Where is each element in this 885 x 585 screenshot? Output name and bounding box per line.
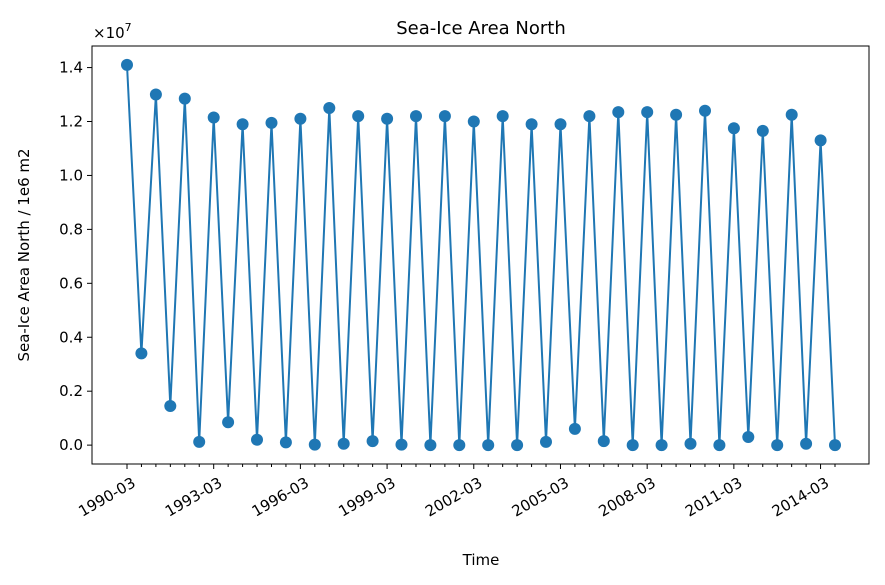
data-point	[265, 116, 278, 129]
data-point	[511, 439, 524, 452]
data-point	[482, 439, 495, 452]
x-tick-label: 2014-03	[769, 474, 832, 521]
x-axis-ticks: 1990-03 1993-03 1996-03 1999-03 2002-03 2005-…	[75, 464, 836, 521]
y-tick-label: 0.2	[59, 382, 83, 400]
x-tick-label: 2011-03	[682, 474, 745, 521]
data-point	[121, 58, 133, 71]
y-multiplier: ×107	[93, 21, 132, 42]
series-line	[126, 64, 836, 446]
x-axis-label: Time	[462, 551, 500, 569]
data-point	[727, 122, 740, 135]
data-point	[323, 102, 336, 114]
data-point	[756, 124, 769, 137]
y-multiplier-base: ×10	[93, 24, 125, 42]
data-point	[207, 111, 220, 124]
data-point	[626, 439, 639, 452]
data-point	[713, 439, 726, 452]
data-point	[597, 435, 610, 448]
data-point	[525, 118, 538, 131]
data-point	[583, 110, 596, 123]
data-points	[121, 58, 841, 452]
data-point	[699, 104, 711, 117]
y-tick-label: 0.0	[59, 436, 83, 454]
x-tick-label: 1999-03	[335, 474, 398, 521]
data-point	[381, 112, 394, 125]
data-point	[149, 88, 162, 101]
data-point	[366, 435, 379, 448]
data-point	[684, 437, 697, 450]
data-point	[178, 92, 191, 105]
x-tick-label: 2002-03	[422, 474, 485, 521]
data-point	[771, 439, 784, 452]
x-tick-label: 2008-03	[595, 474, 658, 521]
data-point	[568, 422, 581, 435]
data-point	[641, 106, 654, 119]
y-tick-label: 1.0	[59, 166, 83, 184]
data-point	[655, 439, 668, 452]
data-point	[670, 108, 683, 121]
x-tick-label: 2005-03	[509, 474, 572, 521]
x-tick-label: 1996-03	[249, 474, 312, 521]
data-point	[829, 439, 841, 452]
data-point	[612, 106, 625, 119]
y-tick-label: 0.8	[59, 220, 83, 238]
data-point	[814, 134, 827, 147]
y-tick-label: 0.6	[59, 274, 83, 292]
x-tick-label: 1993-03	[162, 474, 225, 521]
data-point	[453, 439, 466, 452]
data-point	[395, 438, 408, 451]
y-tick-label: 1.4	[59, 59, 83, 77]
x-tick-label: 1990-03	[75, 474, 138, 521]
plot-frame	[91, 45, 870, 465]
y-axis-ticks: 0.0 0.2 0.4 0.6 0.8 1.0 1.2 1.4	[59, 59, 92, 454]
data-point	[222, 416, 235, 429]
y-tick-label: 0.4	[59, 328, 83, 346]
data-point	[135, 347, 148, 360]
chart-title: Sea-Ice Area North	[396, 18, 566, 39]
data-point	[554, 118, 567, 131]
data-point	[337, 437, 350, 450]
data-point	[438, 110, 451, 123]
data-point	[279, 436, 292, 449]
data-point	[800, 437, 813, 450]
data-point	[294, 112, 307, 125]
data-point	[424, 439, 437, 452]
svg-text:×107: ×107	[93, 21, 132, 42]
data-point	[467, 115, 480, 128]
y-tick-label: 1.2	[59, 113, 83, 131]
data-point	[193, 435, 206, 448]
data-point	[496, 110, 509, 123]
data-point	[410, 110, 422, 123]
data-point	[236, 118, 249, 131]
data-point	[742, 431, 755, 443]
data-point	[308, 438, 321, 451]
data-point	[251, 433, 263, 446]
y-axis-label: Sea-Ice Area North / 1e6 m2	[15, 148, 33, 361]
data-point	[785, 108, 798, 121]
y-multiplier-exp: 7	[125, 21, 132, 34]
data-point	[352, 110, 365, 123]
data-point	[540, 435, 552, 448]
data-point	[164, 400, 177, 412]
